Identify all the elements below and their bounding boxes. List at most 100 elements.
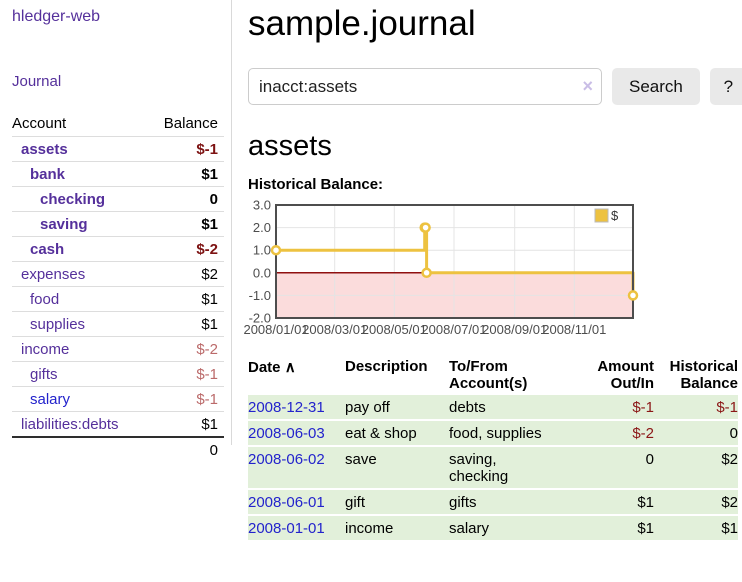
register-header-description: Description (345, 358, 428, 375)
account-row: bank $1 (12, 162, 224, 187)
x-tick-label: 2008/05/01 (362, 322, 427, 337)
account-row: salary $-1 (12, 387, 224, 412)
accounts-table: Account Balance assets $-1 bank $1 checking 0… (12, 111, 224, 462)
account-link[interactable]: gifts (30, 366, 58, 383)
account-row: checking 0 (12, 187, 224, 212)
account-row: liabilities:debts $1 (12, 412, 224, 437)
account-balance: $1 (201, 216, 218, 233)
account-row: expenses $2 (12, 262, 224, 287)
register-balance: $2 (654, 446, 738, 490)
account-link[interactable]: supplies (30, 316, 86, 333)
register-table: Date ∧ Description To/From Account(s) Am… (248, 355, 738, 542)
register-body: 2008-12-31 pay off debts $-1 $-1 2008-06-03 ea… (248, 395, 738, 542)
account-link[interactable]: income (21, 341, 70, 358)
date-header-label: Date (248, 359, 281, 376)
sidebar-item-journal[interactable]: Journal (12, 73, 62, 90)
account-link[interactable]: liabilities:debts (21, 416, 119, 433)
x-tick-label: 2008/03/01 (302, 322, 367, 337)
register-amount: $1 (582, 515, 654, 542)
account-row: cash $-2 (12, 237, 224, 262)
account-row: food $1 (12, 287, 224, 312)
accounts-header-balance: Balance (163, 115, 218, 132)
register-description: save (345, 446, 449, 490)
account-link[interactable]: checking (40, 191, 106, 208)
accounts-total-row: 0 (12, 437, 224, 462)
register-amount: $-1 (582, 395, 654, 421)
app-title-link[interactable]: hledger-web (12, 8, 101, 25)
help-button[interactable]: ? (709, 68, 742, 105)
account-link[interactable]: salary (30, 391, 71, 408)
x-tick-label: 2008/09/01 (482, 322, 547, 337)
register-row: 2008-06-03 eat & shop food, supplies $-2 0 (248, 420, 738, 447)
chart-border (275, 204, 634, 319)
x-tick-label: 2008/01/01 (243, 322, 308, 337)
register-row: 2008-06-02 save saving, checking 0 $2 (248, 446, 738, 490)
account-balance: $1 (201, 291, 218, 308)
account-balance: $-1 (196, 141, 218, 158)
y-tick-label: -2.0 (249, 311, 271, 326)
register-date-link[interactable]: 2008-01-01 (248, 520, 325, 537)
register-accounts: debts (449, 395, 582, 421)
account-heading: assets (248, 130, 332, 162)
y-tick-label: 0.0 (253, 265, 271, 280)
x-tick-label: 2008/07/01 (421, 322, 486, 337)
page-title: sample.journal (248, 4, 476, 43)
register-accounts: salary (449, 515, 582, 542)
account-row: assets $-1 (12, 137, 224, 162)
y-tick-label: 2.0 (253, 220, 271, 235)
sort-ascending-icon: ∧ (284, 359, 296, 376)
register-date-link[interactable]: 2008-06-01 (248, 494, 325, 511)
legend-swatch (594, 208, 609, 223)
register-description: gift (345, 489, 449, 516)
account-balance: $1 (201, 416, 218, 433)
account-row: supplies $1 (12, 312, 224, 337)
register-description: pay off (345, 395, 449, 421)
account-link[interactable]: bank (30, 166, 66, 183)
y-tick-label: 1.0 (253, 243, 271, 258)
register-row: 2008-12-31 pay off debts $-1 $-1 (248, 395, 738, 421)
account-row: gifts $-1 (12, 362, 224, 387)
register-header-date[interactable]: Date ∧ (248, 355, 345, 395)
historical-balance-chart[interactable]: $3.0 2.0 1.0 0.0 -1.0 -2.02008/01/012008/03/0… (243, 198, 644, 344)
account-link[interactable]: food (30, 291, 60, 308)
register-date-cell: 2008-06-01 (248, 489, 345, 516)
search-input[interactable] (248, 68, 602, 105)
register-header-row: Date ∧ Description To/From Account(s) Am… (248, 355, 738, 395)
search-form: × Search ? (248, 68, 742, 105)
register-header-accounts: To/From Account(s) (449, 358, 528, 392)
app-layout: hledger-web Journal Account Balance asse… (0, 0, 742, 542)
accounts-header-row: Account Balance (12, 111, 224, 137)
register-date-cell: 2008-06-02 (248, 446, 345, 490)
clear-search-icon[interactable]: × (582, 76, 593, 96)
data-point-marker (270, 244, 282, 256)
accounts-total-spacer (12, 437, 147, 462)
register-description: eat & shop (345, 420, 449, 447)
register-date-link[interactable]: 2008-06-03 (248, 425, 325, 442)
register-balance: 0 (654, 420, 738, 447)
accounts-body: assets $-1 bank $1 checking 0 saving $1 cash $-2 e… (12, 137, 224, 437)
register-header-amount: Amount Out/In (597, 358, 654, 392)
account-balance: $2 (201, 266, 218, 283)
account-balance: $-2 (196, 341, 218, 358)
account-balance: $-1 (196, 391, 218, 408)
register-balance: $1 (654, 515, 738, 542)
account-balance: $-2 (196, 241, 218, 258)
legend-label: $ (611, 208, 619, 223)
account-link[interactable]: saving (40, 216, 88, 233)
search-button[interactable]: Search (612, 68, 700, 105)
account-link[interactable]: assets (21, 141, 68, 158)
account-balance: 0 (209, 191, 218, 208)
search-box: × (248, 68, 602, 105)
register-date-link[interactable]: 2008-06-02 (248, 451, 325, 468)
register-date-cell: 2008-06-03 (248, 420, 345, 447)
register-description: income (345, 515, 449, 542)
register-balance: $-1 (654, 395, 738, 421)
account-balance: $1 (201, 166, 218, 183)
register-accounts: food, supplies (449, 420, 582, 447)
account-link[interactable]: expenses (21, 266, 86, 283)
account-link[interactable]: cash (30, 241, 65, 258)
register-row: 2008-01-01 income salary $1 $1 (248, 515, 738, 542)
y-tick-label: 3.0 (253, 198, 271, 213)
sidebar: hledger-web Journal Account Balance asse… (0, 0, 232, 542)
register-date-link[interactable]: 2008-12-31 (248, 399, 325, 416)
